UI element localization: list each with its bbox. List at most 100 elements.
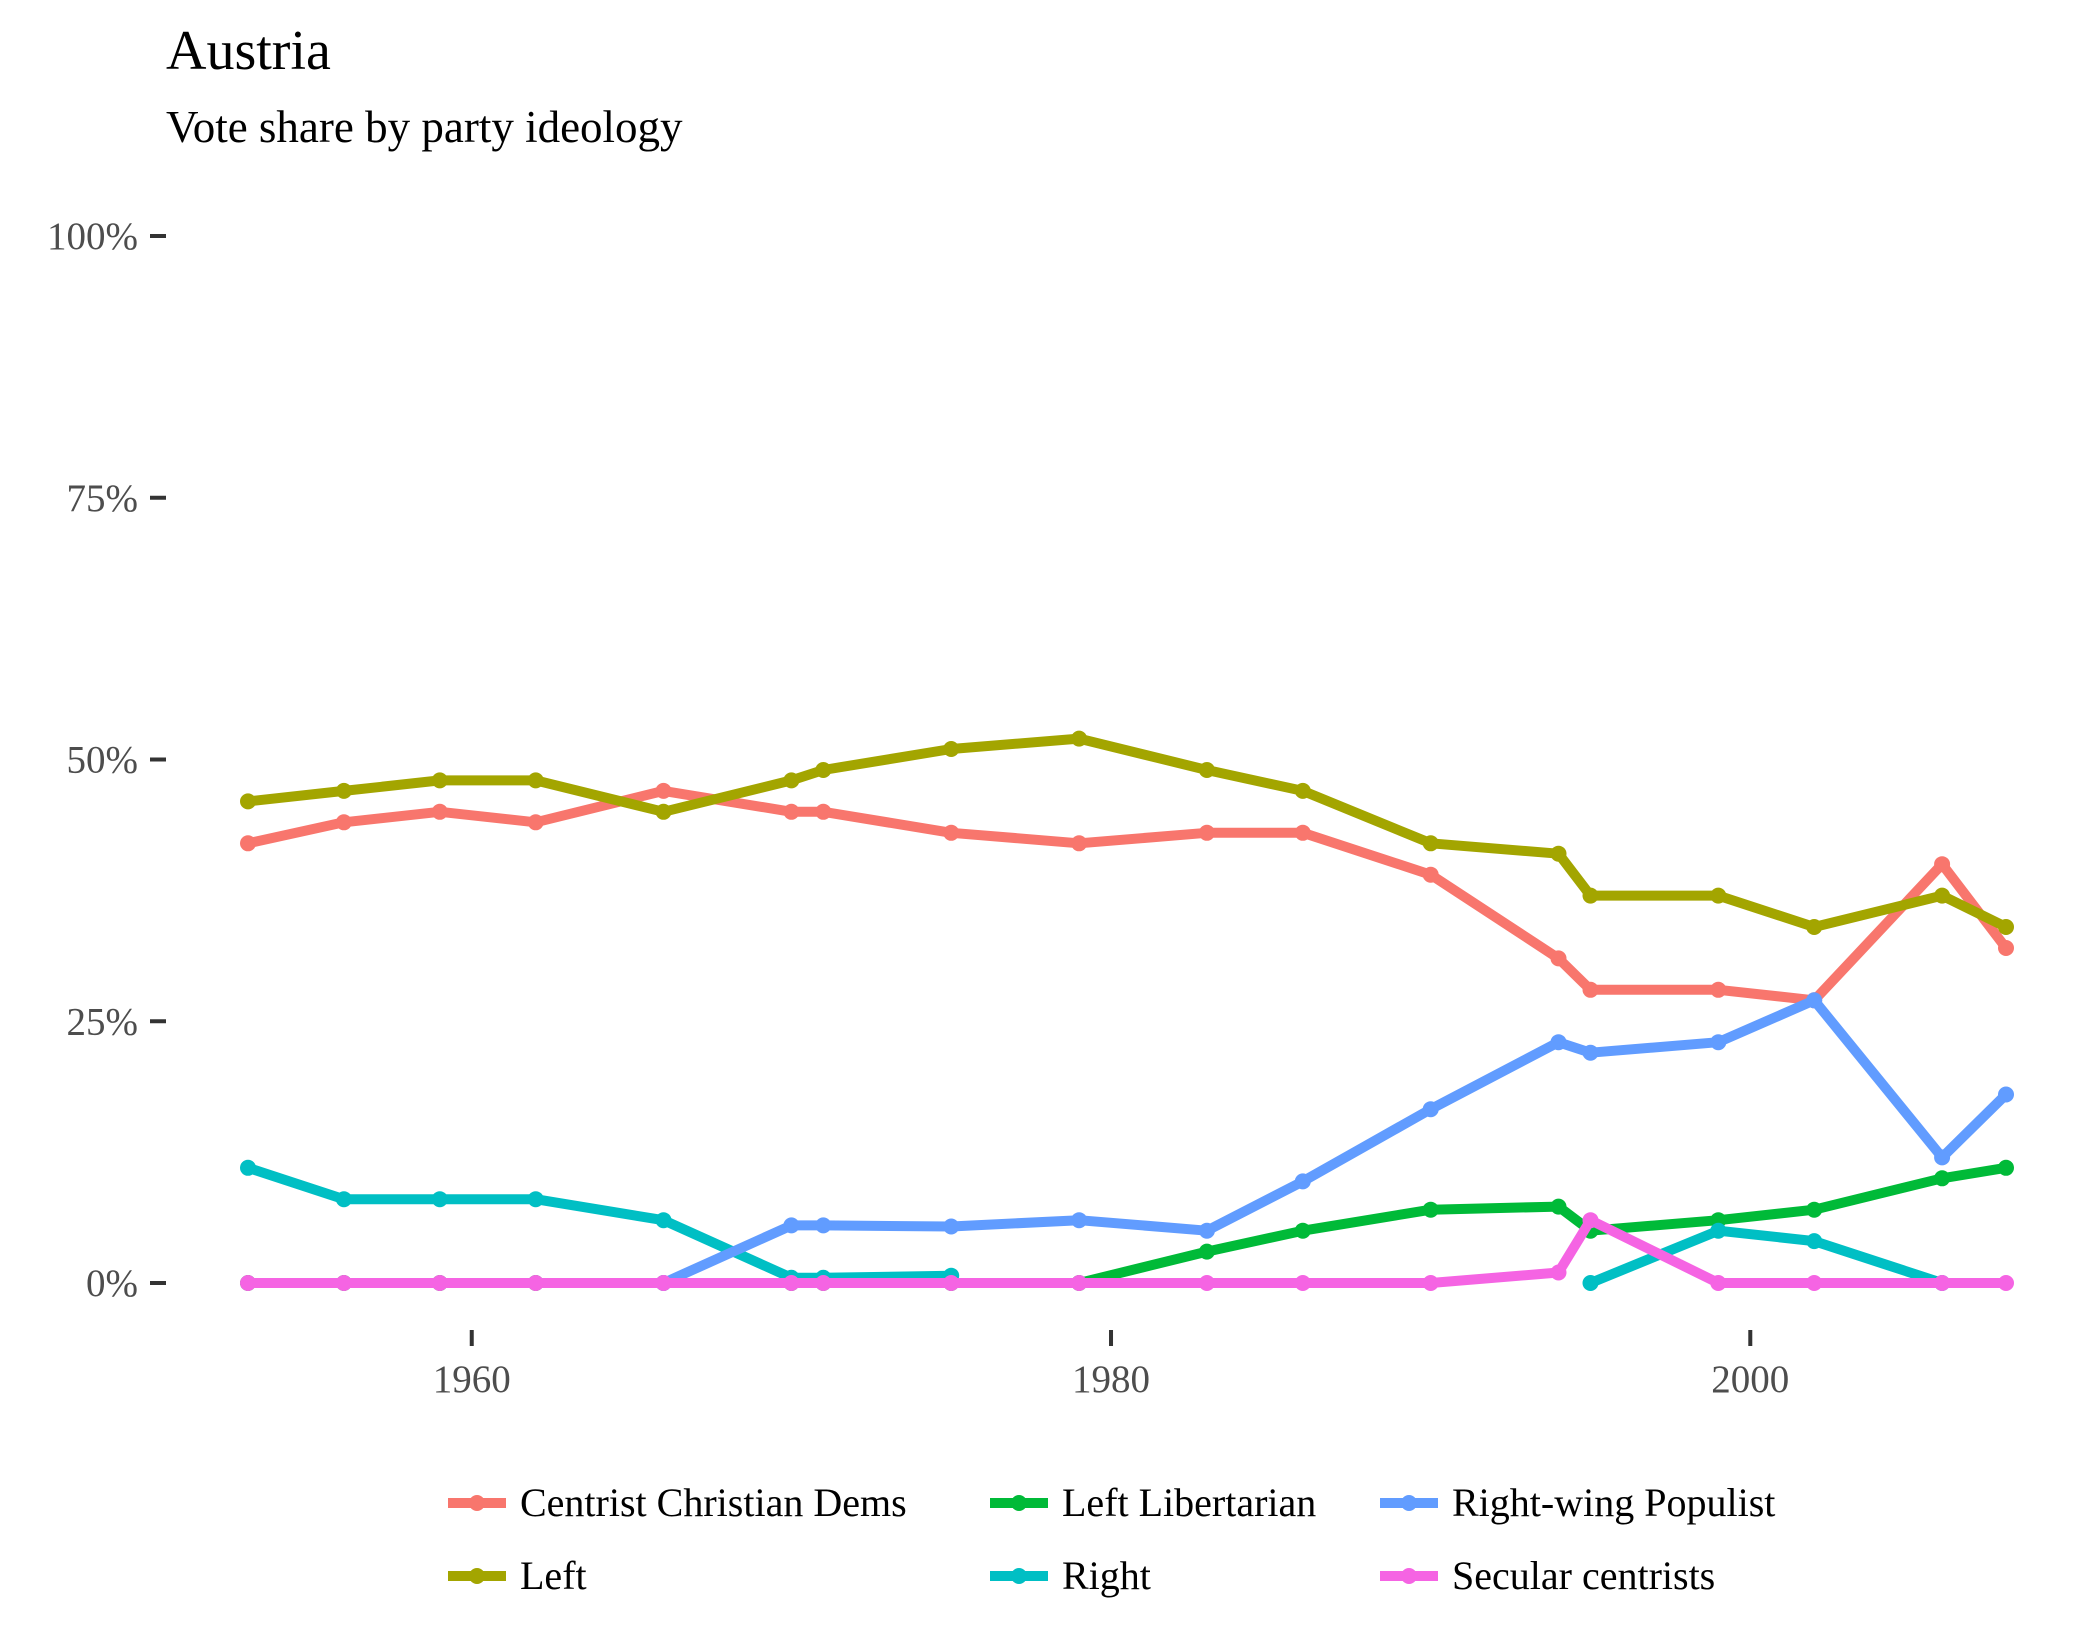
data-point [1710,981,1727,998]
x-tick-label: 1960 [433,1358,511,1401]
data-point [1998,1159,2014,1176]
data-point [1934,856,1951,873]
legend-item-left-libertarian: Left Libertarian [990,1480,1316,1525]
series-line [1588,1225,1944,1288]
data-point [783,803,800,820]
data-point [1550,1264,1567,1281]
data-point [1294,1275,1311,1291]
data-point [1934,1170,1951,1187]
legend-item-right: Right [990,1553,1151,1598]
data-point [335,782,352,799]
x-tick-label: 1980 [1072,1358,1150,1401]
legend-label: Right-wing Populist [1452,1480,1775,1525]
data-point [1198,1222,1215,1239]
data-point [1582,1212,1599,1229]
data-point [527,1275,544,1291]
data-point [655,782,672,799]
y-tick-label: 0% [86,1262,138,1305]
data-point [1806,919,1823,935]
data-point [1806,1201,1823,1218]
data-point [783,1275,800,1291]
data-point [1422,866,1439,883]
data-point [783,772,800,789]
y-tick-label: 75% [67,477,139,520]
series-secular-centrists [240,1212,2014,1291]
data-point [1806,1275,1823,1291]
data-point [1998,1086,2014,1103]
data-point [240,835,256,852]
series-line [246,785,2010,1006]
data-point [1582,1275,1599,1291]
legend-label: Secular centrists [1452,1553,1715,1598]
legend: Centrist Christian Dems Left Libertarian R… [448,1480,1775,1598]
y-tick-label: 50% [67,739,139,782]
data-point [1198,762,1215,778]
data-point [1710,1275,1727,1291]
legend-item-right-wing-populist: Right-wing Populist [1380,1480,1775,1525]
y-tick-label: 25% [67,1000,139,1043]
data-point [1710,1222,1727,1239]
data-point [1294,1173,1311,1190]
legend-item-left: Left [448,1553,587,1598]
data-point [431,1191,448,1208]
data-point [1294,1222,1311,1239]
data-point [1071,835,1088,852]
data-point [527,772,544,789]
y-axis: 0% 25% 50% 75% 100% [47,215,166,1305]
data-point [1294,824,1311,841]
series-line [247,733,2009,932]
series-line [248,1215,2006,1288]
legend-item-centrist-christian-dems: Centrist Christian Dems [448,1480,907,1525]
legend-key-point [1401,1495,1417,1511]
chart-subtitle: Vote share by party ideology [166,102,683,152]
data-point [240,1275,256,1291]
legend-label: Right [1062,1553,1151,1598]
data-point [783,1217,800,1234]
data-point [1550,1198,1567,1215]
x-tick-label: 2000 [1711,1358,1789,1401]
data-point [1582,887,1599,904]
data-point [1550,1034,1567,1051]
data-point [1198,1275,1215,1291]
legend-key-point [1011,1495,1027,1511]
legend-key-point [469,1495,485,1511]
data-point [1710,1034,1727,1051]
legend-key-point [1011,1568,1027,1584]
data-point [1998,1275,2014,1291]
data-point [655,803,672,820]
data-point [1550,845,1567,862]
legend-item-secular-centrists: Secular centrists [1380,1553,1715,1598]
data-point [1071,730,1088,747]
data-point [943,824,960,841]
data-point [815,1275,832,1291]
y-tick-label: 100% [47,215,138,258]
data-point [1422,835,1439,852]
data-point [1422,1201,1439,1218]
data-point [943,741,960,757]
data-point [943,1218,960,1235]
data-point [1582,1044,1599,1061]
data-point [1934,887,1951,904]
x-axis: 1960 1980 2000 [433,1330,1789,1401]
data-point [1422,1101,1439,1118]
data-point [1582,981,1599,998]
data-point [1071,1275,1088,1291]
data-point [1294,782,1311,799]
data-point [431,1275,448,1291]
data-point [431,803,448,820]
series-layer [240,730,2014,1291]
data-point [655,1275,672,1291]
data-point [1998,919,2014,935]
data-point [1998,940,2014,956]
data-point [335,814,352,831]
series-left [240,730,2014,935]
data-point [1071,1212,1088,1229]
data-point [1550,950,1567,967]
legend-label: Left Libertarian [1062,1480,1316,1525]
data-point [815,803,832,820]
legend-key-point [469,1568,485,1584]
data-point [1710,887,1727,904]
data-point [943,1275,960,1291]
data-point [1934,1149,1951,1166]
